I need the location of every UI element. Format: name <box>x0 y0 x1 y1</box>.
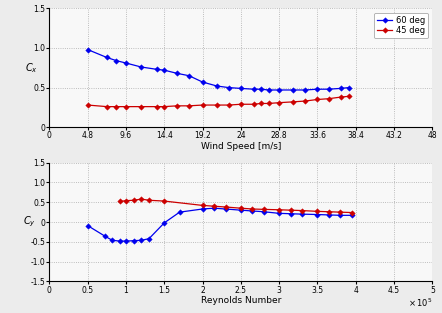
45 deg <box>104 105 110 109</box>
45 deg <box>175 104 180 108</box>
60 deg <box>154 68 160 71</box>
60 deg <box>277 88 282 92</box>
60 deg <box>211 206 217 210</box>
45 deg <box>226 103 232 107</box>
45 deg <box>123 199 129 203</box>
60 deg <box>162 68 167 72</box>
60 deg <box>226 86 232 90</box>
45 deg <box>290 100 295 104</box>
45 deg <box>266 102 271 105</box>
Line: 45 deg: 45 deg <box>118 197 354 214</box>
45 deg <box>261 208 267 211</box>
60 deg <box>326 213 332 217</box>
45 deg <box>288 208 293 212</box>
60 deg <box>85 224 90 228</box>
60 deg <box>85 48 90 51</box>
60 deg <box>300 212 305 216</box>
45 deg <box>346 95 351 98</box>
45 deg <box>211 204 217 208</box>
45 deg <box>238 102 244 106</box>
45 deg <box>258 102 263 105</box>
45 deg <box>349 211 354 214</box>
45 deg <box>200 103 205 107</box>
60 deg <box>162 221 167 225</box>
45 deg <box>302 99 307 103</box>
X-axis label: Reynolds Number: Reynolds Number <box>201 296 281 305</box>
45 deg <box>277 208 282 212</box>
Y-axis label: $C_x$: $C_x$ <box>25 61 38 75</box>
Legend: 60 deg, 45 deg: 60 deg, 45 deg <box>374 13 428 38</box>
60 deg <box>175 71 180 75</box>
60 deg <box>114 59 119 63</box>
45 deg <box>117 200 122 203</box>
45 deg <box>214 103 220 107</box>
60 deg <box>146 237 152 241</box>
45 deg <box>223 205 228 209</box>
45 deg <box>162 105 167 109</box>
45 deg <box>250 207 255 211</box>
45 deg <box>315 98 320 101</box>
45 deg <box>200 203 205 207</box>
45 deg <box>251 102 256 106</box>
45 deg <box>187 104 192 108</box>
45 deg <box>123 105 129 109</box>
45 deg <box>338 210 343 214</box>
60 deg <box>123 61 129 65</box>
45 deg <box>114 105 119 109</box>
45 deg <box>131 198 136 202</box>
60 deg <box>338 86 343 90</box>
60 deg <box>261 210 267 214</box>
60 deg <box>110 239 115 242</box>
60 deg <box>214 84 220 88</box>
60 deg <box>177 210 182 214</box>
Line: 45 deg: 45 deg <box>86 95 351 109</box>
60 deg <box>290 88 295 92</box>
60 deg <box>117 239 122 243</box>
60 deg <box>102 234 107 238</box>
60 deg <box>251 87 256 91</box>
60 deg <box>138 65 144 69</box>
60 deg <box>266 88 271 92</box>
60 deg <box>315 213 320 216</box>
Text: $\times\,10^5$: $\times\,10^5$ <box>408 297 432 309</box>
45 deg <box>139 197 144 201</box>
60 deg <box>200 80 205 84</box>
45 deg <box>300 209 305 213</box>
45 deg <box>326 97 331 100</box>
45 deg <box>138 105 144 109</box>
Line: 60 deg: 60 deg <box>86 206 354 243</box>
60 deg <box>238 86 244 90</box>
60 deg <box>326 87 331 91</box>
60 deg <box>238 208 244 212</box>
60 deg <box>315 87 320 91</box>
60 deg <box>302 88 307 92</box>
60 deg <box>288 212 293 216</box>
60 deg <box>123 239 129 243</box>
60 deg <box>346 86 351 90</box>
45 deg <box>277 101 282 105</box>
60 deg <box>338 213 343 217</box>
X-axis label: Wind Speed [m/s]: Wind Speed [m/s] <box>201 142 281 151</box>
45 deg <box>315 209 320 213</box>
60 deg <box>258 87 263 91</box>
60 deg <box>131 239 136 243</box>
60 deg <box>104 56 110 59</box>
45 deg <box>85 103 90 107</box>
60 deg <box>250 209 255 213</box>
60 deg <box>200 207 205 211</box>
45 deg <box>162 199 167 203</box>
60 deg <box>139 239 144 242</box>
60 deg <box>187 74 192 78</box>
45 deg <box>146 198 152 202</box>
60 deg <box>223 207 228 211</box>
60 deg <box>277 212 282 215</box>
45 deg <box>338 95 343 99</box>
45 deg <box>154 105 160 109</box>
Line: 60 deg: 60 deg <box>86 48 351 92</box>
Y-axis label: $C_y$: $C_y$ <box>23 215 35 229</box>
45 deg <box>238 206 244 210</box>
60 deg <box>349 213 354 217</box>
45 deg <box>326 210 332 214</box>
